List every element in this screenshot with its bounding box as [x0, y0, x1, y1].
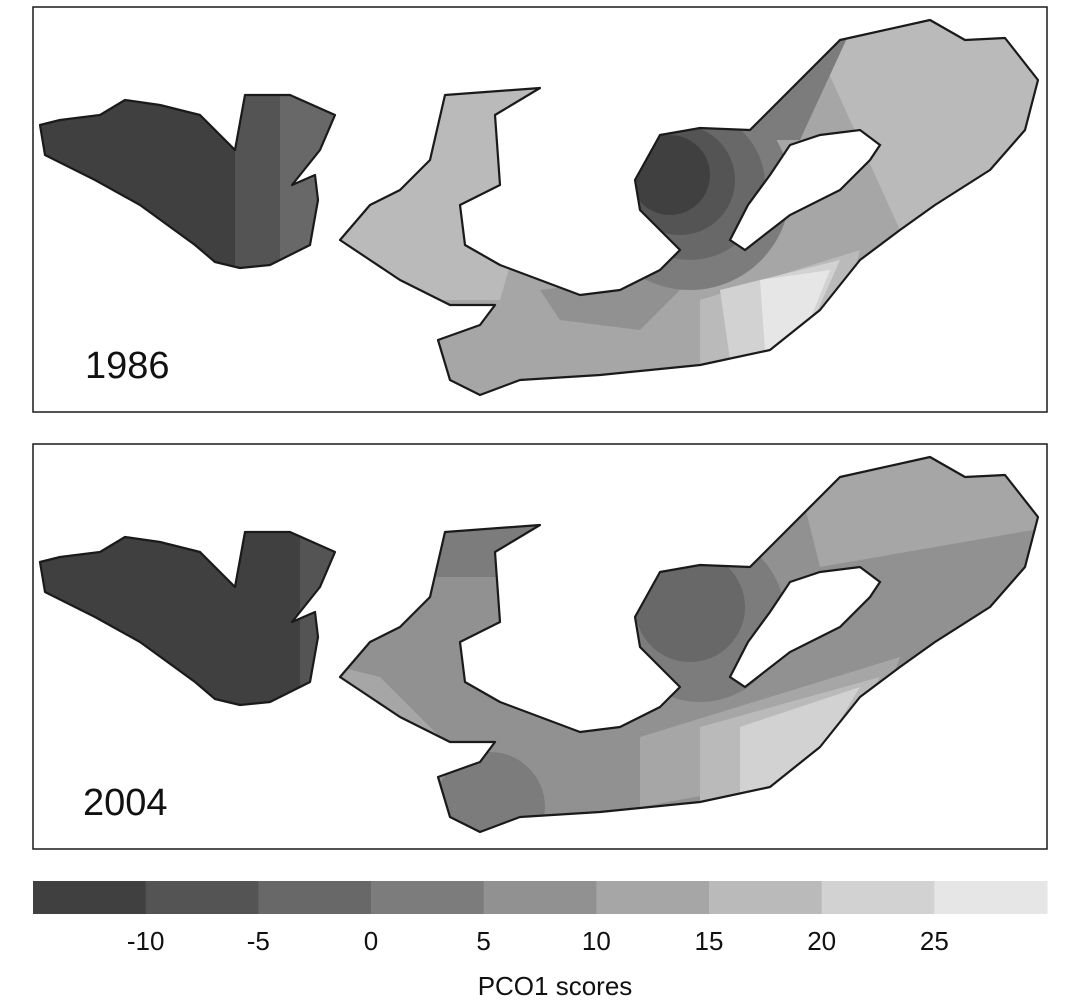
colorbar-tick-label: 25	[920, 926, 949, 956]
colorbar-bin	[709, 881, 823, 914]
colorbar-tick-label: 5	[476, 926, 490, 956]
panel-1986: 1986	[32, 6, 1048, 413]
colorbar-tick-label: 10	[582, 926, 611, 956]
colorbar-bin	[934, 881, 1048, 914]
colorbar-bin	[371, 881, 485, 914]
year-label: 1986	[85, 345, 170, 387]
year-label: 2004	[83, 782, 168, 824]
colorbar-tick-label: 15	[695, 926, 724, 956]
colorbar-bin	[596, 881, 710, 914]
colorbar-bin	[258, 881, 372, 914]
panel-2004: 2004	[32, 443, 1048, 850]
colorbar-tick-label: 0	[364, 926, 378, 956]
colorbar-tick-label: -10	[127, 926, 165, 956]
colorbar: PCO1 scores -10 -5 0 5 10 15 20 25	[33, 881, 1048, 1001]
colorbar-bin	[33, 881, 147, 914]
colorbar-label: PCO1 scores	[478, 971, 633, 1001]
colorbar-bin	[145, 881, 259, 914]
colorbar-tick-label: 20	[807, 926, 836, 956]
colorbar-tick-label: -5	[247, 926, 270, 956]
colorbar-bin	[821, 881, 935, 914]
colorbar-bin	[483, 881, 597, 914]
